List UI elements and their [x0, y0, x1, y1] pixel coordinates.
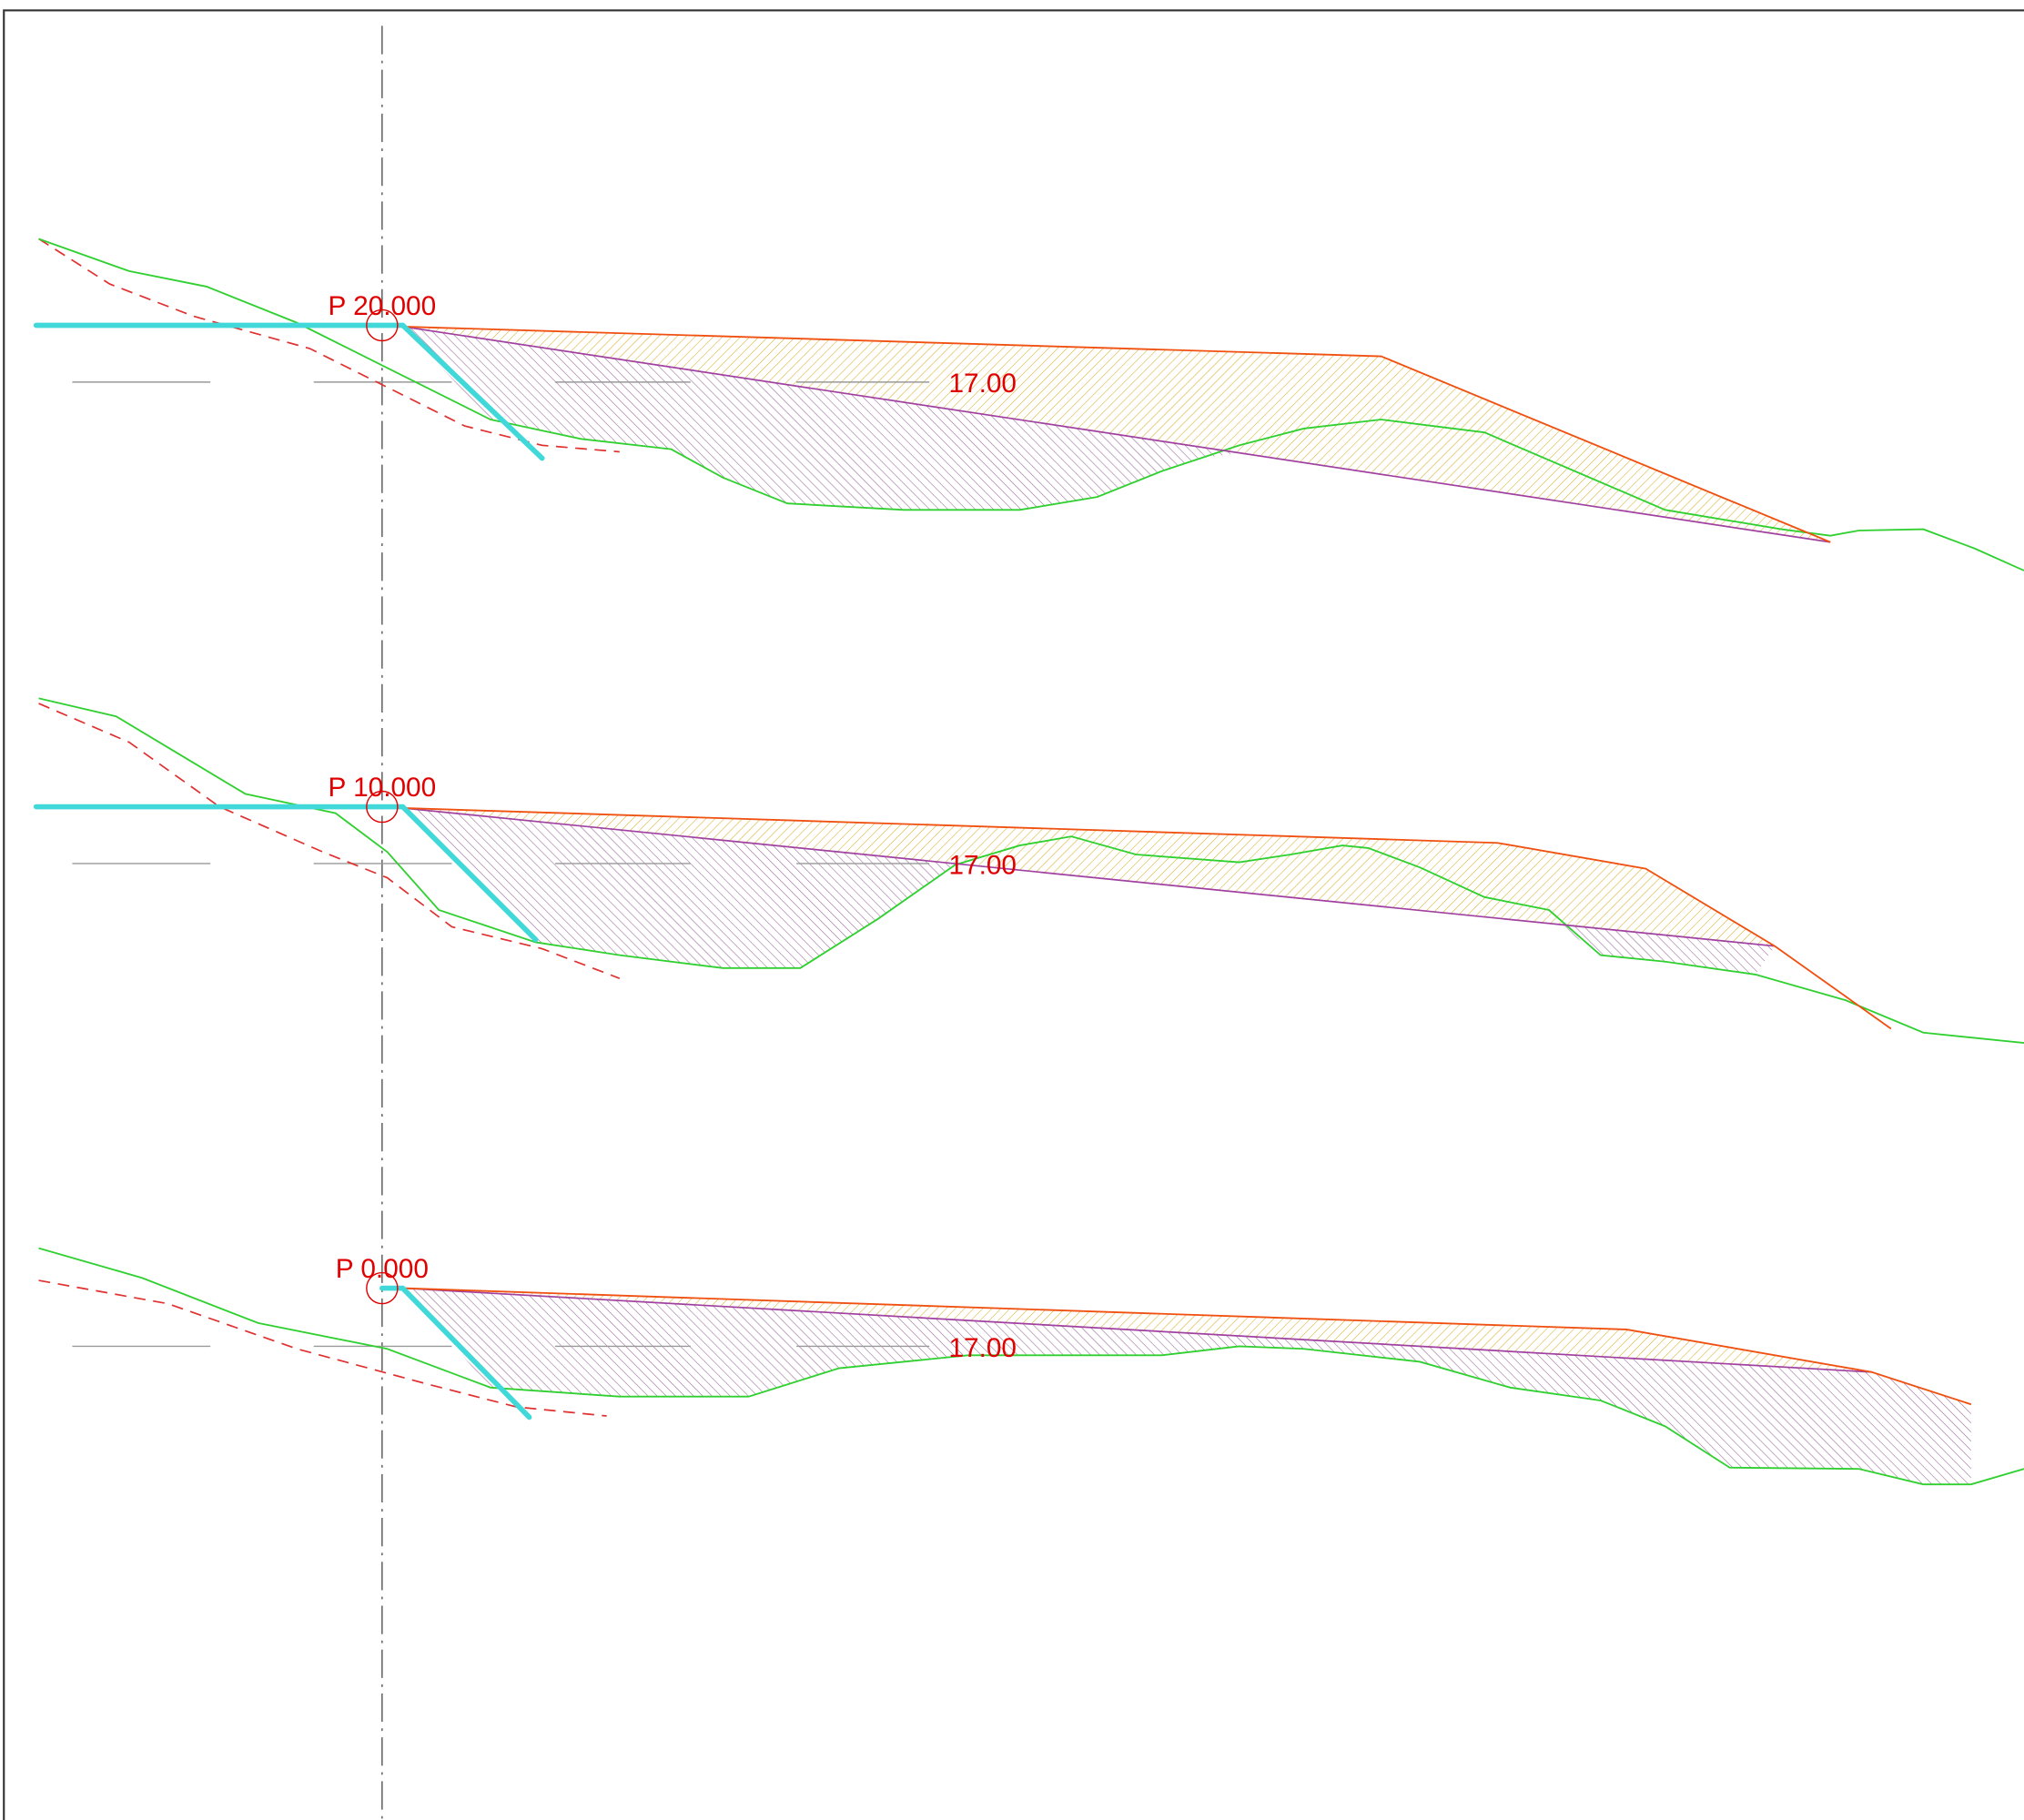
- cut-area: [402, 1288, 1971, 1485]
- design-line: [402, 326, 1831, 543]
- station-label: P 10.000: [329, 773, 437, 803]
- dashed-line: [38, 238, 620, 453]
- top-line: [402, 325, 1831, 543]
- station-mark: [366, 1271, 399, 1305]
- road-line: [33, 804, 539, 943]
- station-label: P 20.000: [329, 291, 437, 321]
- cut-area: [1555, 923, 1776, 975]
- level-label: 17.00: [948, 850, 1017, 880]
- cut-area: [402, 326, 1240, 511]
- station-label: P 0.000: [336, 1254, 429, 1284]
- level-label: 17.00: [948, 369, 1017, 399]
- section-10: P 10.000 17.00: [33, 697, 2024, 1045]
- design-line: [402, 1287, 1872, 1373]
- station-mark: [366, 790, 399, 824]
- ground-line: [38, 238, 2024, 571]
- design-line: [402, 807, 1776, 947]
- level-label: 17.00: [948, 1333, 1017, 1363]
- dashed-line: [38, 703, 621, 979]
- ground-line: [38, 1247, 2024, 1486]
- road-line: [33, 322, 545, 461]
- ground-line: [38, 697, 2024, 1045]
- top-line: [402, 1287, 1972, 1406]
- station-mark: [366, 308, 399, 342]
- cut-area: [402, 807, 956, 968]
- top-line: [402, 807, 1892, 1030]
- section-20: P 20.000 17.00: [33, 238, 2024, 571]
- section-0: P 0.000 17.00: [38, 1247, 2024, 1486]
- dashed-line: [38, 1279, 607, 1417]
- road-line: [380, 1285, 532, 1421]
- frame: [3, 9, 2024, 1820]
